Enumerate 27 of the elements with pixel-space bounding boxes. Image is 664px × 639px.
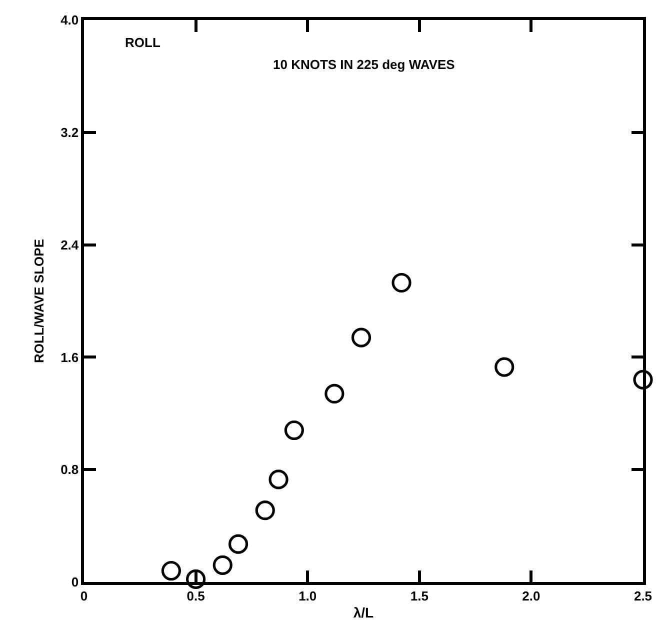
point: [161, 560, 181, 581]
point: [268, 470, 288, 490]
x-tick-label: 1.0: [298, 588, 317, 604]
x-tick-label: 0.5: [186, 588, 205, 604]
point: [351, 328, 372, 348]
x-tick-label: 1.5: [410, 588, 428, 604]
annotation: ROLL: [125, 35, 160, 50]
point: [255, 500, 275, 520]
point: [212, 555, 232, 575]
y-axis-title: ROLL/WAVE SLOPE: [32, 238, 47, 363]
point: [228, 534, 248, 554]
y-tick-label: 1.6: [60, 350, 79, 365]
point: [284, 420, 304, 440]
y-tick-label: 0: [71, 574, 79, 590]
y-tick-label: 4.0: [60, 12, 79, 28]
x-axis-title: λ/L: [353, 604, 374, 621]
point: [324, 384, 344, 404]
point: [633, 370, 653, 390]
point: [494, 357, 514, 377]
x-tick-label: 2.5: [634, 588, 652, 604]
y-tick-label: 2.4: [60, 237, 80, 252]
y-tick-label: 0.8: [60, 462, 79, 478]
x-tick-label: 2.0: [522, 588, 540, 604]
point: [186, 569, 206, 589]
point: [392, 272, 412, 293]
annotation: 10 KNOTS IN 225 deg WAVES: [273, 57, 456, 72]
y-tick-label: 3.2: [60, 124, 79, 140]
